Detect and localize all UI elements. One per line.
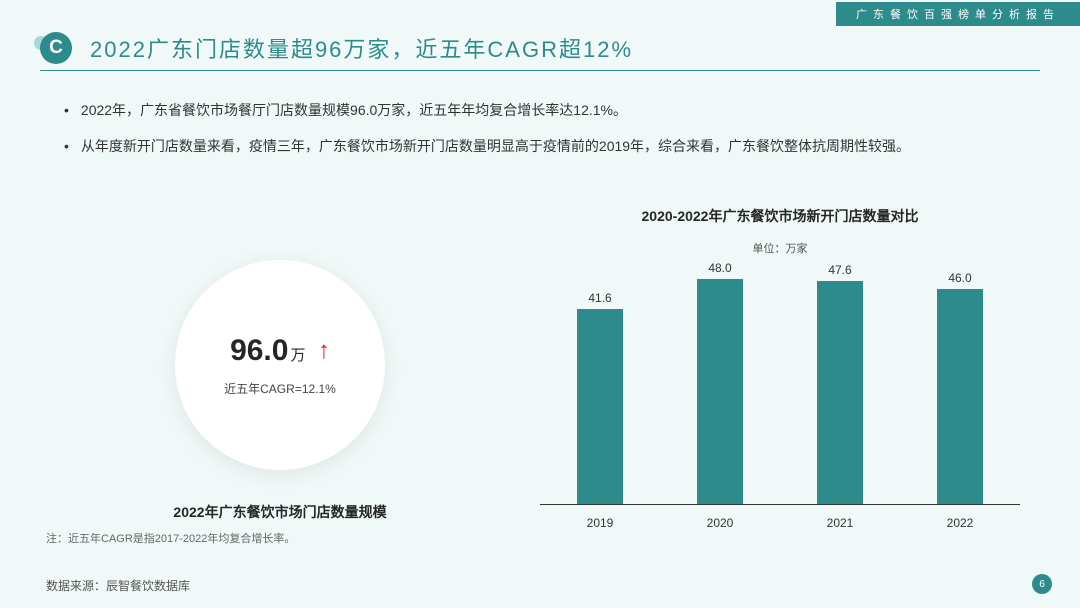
bullet-dot-icon: • xyxy=(64,96,69,124)
x-axis-label: 2021 xyxy=(810,516,870,530)
chart-title: 2020-2022年广东餐饮市场新开门店数量对比 xyxy=(520,206,1040,226)
bar xyxy=(937,289,983,504)
x-axis-label: 2022 xyxy=(930,516,990,530)
data-source: 数据来源：辰智餐饮数据库 xyxy=(46,577,190,594)
page-number: 6 xyxy=(1032,574,1052,594)
x-axis-line xyxy=(540,504,1020,505)
report-header-tag: 广东餐饮百强榜单分析报告 xyxy=(836,2,1080,26)
bar-value-label: 48.0 xyxy=(708,261,731,275)
bar-chart: 41.648.047.646.0 2019202020212022 xyxy=(520,270,1040,530)
bar-value-label: 46.0 xyxy=(948,271,971,285)
bar-column: 47.6 xyxy=(810,263,870,504)
cagr-text: 近五年CAGR=12.1% xyxy=(224,380,336,397)
bullet-dot-icon: • xyxy=(64,132,69,160)
bar-value-label: 41.6 xyxy=(588,291,611,305)
bar xyxy=(697,279,743,504)
bullet-item: • 从年度新开门店数量来看，疫情三年，广东餐饮市场新开门店数量明显高于疫情前的2… xyxy=(64,132,1020,160)
bullet-list: • 2022年，广东省餐饮市场餐厅门店数量规模96.0万家，近五年年均复合增长率… xyxy=(64,96,1020,168)
chart-unit: 单位：万家 xyxy=(520,240,1040,256)
c-badge-icon: C xyxy=(40,32,72,64)
bar-column: 48.0 xyxy=(690,261,750,504)
bar-column: 41.6 xyxy=(570,291,630,504)
bar-column: 46.0 xyxy=(930,271,990,504)
arrow-up-icon: ↑ xyxy=(318,337,330,364)
x-axis-label: 2020 xyxy=(690,516,750,530)
bullet-text: 2022年，广东省餐饮市场餐厅门店数量规模96.0万家，近五年年均复合增长率达1… xyxy=(81,96,627,124)
bullet-item: • 2022年，广东省餐饮市场餐厅门店数量规模96.0万家，近五年年均复合增长率… xyxy=(64,96,1020,124)
bar xyxy=(577,309,623,504)
content-area: 96.0万 ↑ 近五年CAGR=12.1% 2022年广东餐饮市场门店数量规模 … xyxy=(40,210,1040,568)
right-panel: 2020-2022年广东餐饮市场新开门店数量对比 单位：万家 41.648.04… xyxy=(520,210,1040,568)
bar xyxy=(817,281,863,504)
x-axis-label: 2019 xyxy=(570,516,630,530)
page-title: 2022广东门店数量超96万家，近五年CAGR超12% xyxy=(90,32,633,64)
bullet-text: 从年度新开门店数量来看，疫情三年，广东餐饮市场新开门店数量明显高于疫情前的201… xyxy=(81,132,910,160)
left-caption: 2022年广东餐饮市场门店数量规模 xyxy=(173,502,386,522)
stat-circle: 96.0万 ↑ 近五年CAGR=12.1% xyxy=(175,260,385,470)
bar-value-label: 47.6 xyxy=(828,263,851,277)
big-number: 96.0万 ↑ xyxy=(230,334,330,368)
title-row: C 2022广东门店数量超96万家，近五年CAGR超12% xyxy=(40,32,1040,71)
footnote: 注：近五年CAGR是指2017-2022年均复合增长率。 xyxy=(46,530,295,546)
left-panel: 96.0万 ↑ 近五年CAGR=12.1% 2022年广东餐饮市场门店数量规模 xyxy=(40,210,520,568)
